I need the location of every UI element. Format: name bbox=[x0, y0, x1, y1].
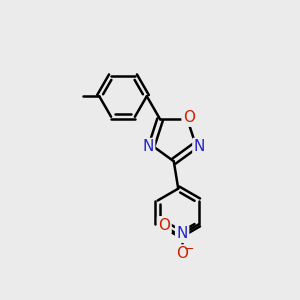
Text: −: − bbox=[183, 243, 194, 256]
Text: O: O bbox=[176, 246, 188, 261]
Text: O: O bbox=[183, 110, 195, 125]
Text: N: N bbox=[142, 139, 154, 154]
Text: N: N bbox=[176, 226, 188, 242]
Text: O: O bbox=[158, 218, 170, 232]
Text: N: N bbox=[194, 139, 205, 154]
